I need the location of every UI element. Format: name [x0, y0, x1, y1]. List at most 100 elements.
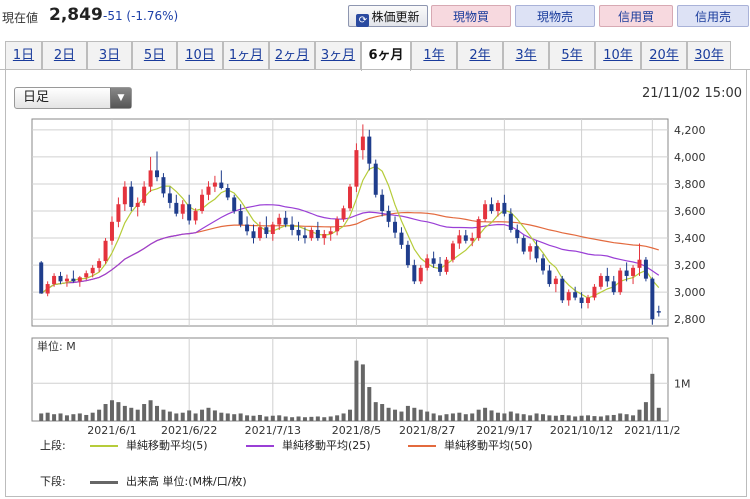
- tab-12[interactable]: 3年: [503, 41, 549, 69]
- volume-bar: [161, 409, 166, 421]
- candle-body: [637, 259, 642, 268]
- volume-bar: [592, 416, 597, 421]
- candle-body: [219, 182, 224, 188]
- tab-13[interactable]: 5年: [549, 41, 595, 69]
- volume-bar: [412, 407, 417, 421]
- candle-body: [64, 278, 69, 282]
- candle-body: [257, 227, 262, 239]
- volume-bar: [174, 413, 179, 421]
- y-tick-label: 3,800: [674, 178, 706, 191]
- candle-body: [45, 284, 50, 294]
- volume-bar: [315, 416, 320, 421]
- legend-ma25-swatch: [246, 445, 274, 447]
- candle-body: [650, 278, 655, 320]
- volume-bar: [656, 407, 661, 421]
- volume-bar: [438, 415, 443, 421]
- volume-bar: [277, 415, 282, 421]
- tab-16[interactable]: 30年: [687, 41, 731, 69]
- tab-14[interactable]: 10年: [595, 41, 641, 69]
- volume-bar: [97, 409, 102, 421]
- volume-bar: [64, 415, 69, 421]
- candle-body: [290, 224, 295, 230]
- tab-4[interactable]: 5日: [132, 41, 177, 69]
- candle-body: [605, 275, 610, 282]
- legend-ma50-swatch: [408, 445, 436, 447]
- candle-body: [161, 177, 166, 194]
- candle-body: [232, 197, 237, 211]
- volume-bar: [109, 400, 114, 421]
- volume-bar: [521, 414, 526, 421]
- volume-bar: [380, 404, 385, 421]
- refresh-price-button[interactable]: ⟳ 株価更新: [348, 5, 428, 27]
- volume-bar: [335, 415, 340, 421]
- volume-bar: [167, 411, 172, 421]
- volume-bar: [386, 407, 391, 421]
- margin-sell-button[interactable]: 信用売: [677, 5, 749, 27]
- legend-lower-label: 下段:: [40, 475, 66, 488]
- volume-bar: [431, 413, 436, 421]
- candle-body: [341, 208, 346, 220]
- tab-2[interactable]: 2日: [42, 41, 87, 69]
- volume-bar: [148, 400, 153, 421]
- candle-body: [167, 193, 172, 203]
- volume-bar: [611, 414, 616, 421]
- tab-5[interactable]: 10日: [177, 41, 223, 69]
- volume-bar: [450, 413, 455, 421]
- volume-bar: [405, 405, 410, 421]
- refresh-price-label: 株価更新: [371, 10, 420, 24]
- volume-plot-frame: [31, 337, 669, 422]
- margin-buy-button[interactable]: 信用買: [599, 5, 673, 27]
- candle-body: [322, 234, 327, 239]
- x-tick-label: 2021/7/13: [245, 424, 301, 437]
- candle-body: [483, 204, 488, 220]
- x-tick-label: 2021/6/22: [161, 424, 217, 437]
- cash-sell-button[interactable]: 現物売: [515, 5, 595, 27]
- volume-bar: [444, 414, 449, 421]
- volume-tick-label: 1M: [674, 377, 691, 390]
- candle-body: [302, 235, 307, 239]
- legend-volume: 出来高 単位:(M株/口/枚): [126, 475, 247, 488]
- volume-bar: [39, 413, 44, 421]
- volume-bar: [84, 414, 89, 421]
- volume-bar: [566, 415, 571, 421]
- tab-9[interactable]: 6ヶ月: [361, 41, 411, 71]
- volume-bar: [116, 402, 121, 421]
- candle-body: [502, 202, 507, 214]
- candle-body: [283, 217, 288, 225]
- cash-buy-button[interactable]: 現物買: [431, 5, 511, 27]
- y-tick-label: 3,600: [674, 205, 706, 218]
- candle-body: [212, 182, 217, 187]
- volume-bar: [187, 410, 192, 421]
- candle-body: [122, 186, 127, 205]
- candle-body: [425, 258, 430, 268]
- tab-10[interactable]: 1年: [411, 41, 457, 69]
- volume-bar: [270, 415, 275, 421]
- candle-body: [39, 262, 44, 294]
- tab-1[interactable]: 1日: [5, 41, 42, 69]
- volume-bar: [322, 417, 327, 421]
- tab-11[interactable]: 2年: [457, 41, 503, 69]
- volume-bar: [200, 409, 205, 421]
- chart-interval-select[interactable]: 日足 ▼: [14, 87, 132, 109]
- candle-body: [180, 204, 185, 214]
- tab-8[interactable]: 3ヶ月: [315, 41, 361, 69]
- candle-body: [547, 270, 552, 285]
- candle-body: [560, 278, 565, 301]
- volume-bar: [302, 417, 307, 421]
- volume-bar: [463, 414, 468, 421]
- y-tick-label: 3,200: [674, 259, 706, 272]
- volume-bar: [495, 412, 500, 421]
- volume-bar: [502, 413, 507, 421]
- candle-body: [238, 211, 243, 225]
- chart-interval-value: 日足: [23, 90, 50, 105]
- tab-15[interactable]: 20年: [641, 41, 687, 69]
- volume-bar: [399, 411, 404, 421]
- volume-bar: [540, 414, 545, 421]
- tab-7[interactable]: 2ヶ月: [269, 41, 315, 69]
- candle-body: [264, 227, 269, 234]
- y-tick-label: 4,200: [674, 124, 706, 137]
- volume-bar: [354, 360, 359, 421]
- tab-6[interactable]: 1ヶ月: [223, 41, 269, 69]
- tab-3[interactable]: 3日: [87, 41, 132, 69]
- candle-body: [528, 246, 533, 252]
